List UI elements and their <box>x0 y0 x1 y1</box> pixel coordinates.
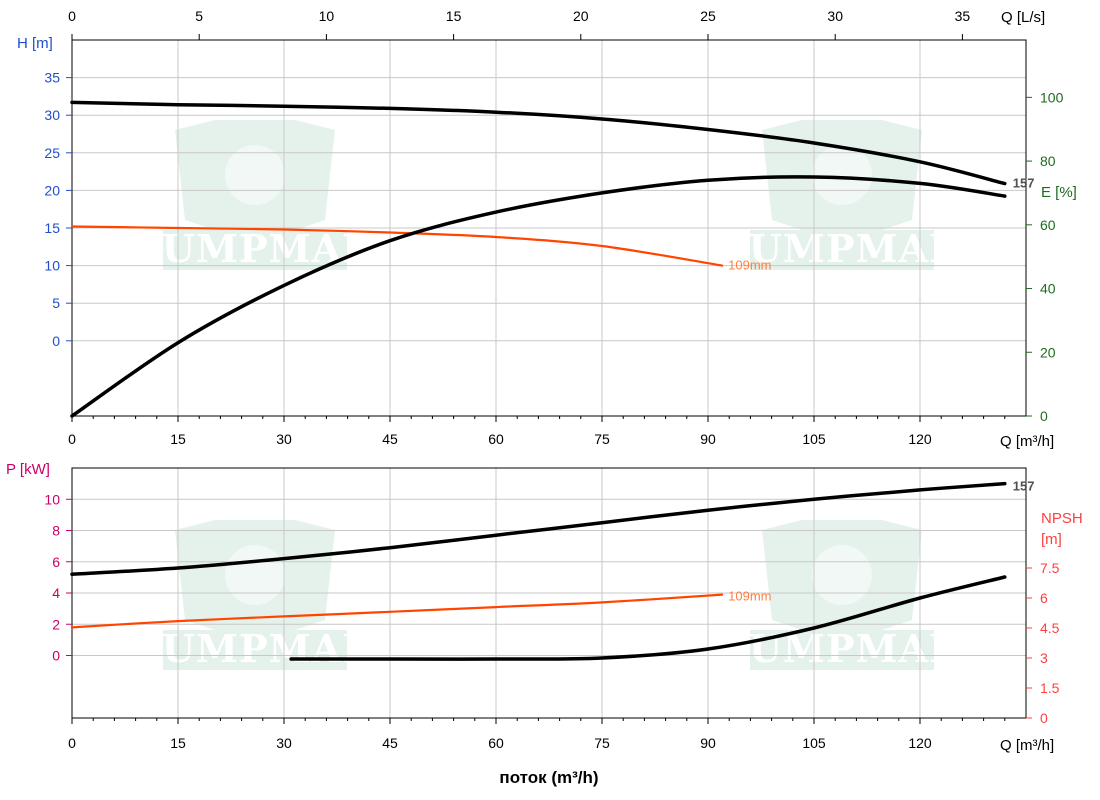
npsh-y-ticks: 0 1.5 3 4.5 6 7.5 <box>1026 560 1060 726</box>
x-tick-label: 15 <box>170 735 186 751</box>
watermark-banner <box>163 630 347 670</box>
y2-tick-label: 4.5 <box>1040 620 1060 636</box>
x-tick-label: 30 <box>276 431 292 447</box>
x-tick-label: 30 <box>276 735 292 751</box>
head-curve-109mm <box>70 225 724 267</box>
y2-tick-label: 100 <box>1040 89 1064 105</box>
x-tick-label: 105 <box>802 735 826 751</box>
x-top-tick-label: 20 <box>573 8 589 24</box>
y-tick-label: 8 <box>52 523 60 539</box>
y-tick-label: 4 <box>52 585 60 601</box>
watermark-face <box>812 545 872 605</box>
y2-tick-label: 1.5 <box>1040 680 1060 696</box>
npsh-axis-label: NPSH <box>1041 510 1083 527</box>
x-top-tick-label: 0 <box>68 8 76 24</box>
head-y-ticks: 0 5 10 15 20 25 30 35 <box>44 70 72 349</box>
watermark-text: PUMPMAN <box>132 226 378 271</box>
y-tick-label: 5 <box>52 295 60 311</box>
head-curve-157 <box>70 100 1007 186</box>
y-tick-label: 25 <box>44 145 60 161</box>
head-axis-label: H [m] <box>17 35 53 52</box>
pumpman-watermark: PUMPMAN <box>719 520 965 671</box>
head-efficiency-panel: 0 15 30 45 60 75 90 105 120 0 5 10 15 20 25 30 35 0 5 10 1… <box>17 8 1077 450</box>
x-tick-label: 60 <box>488 431 504 447</box>
npsh-axis-unit: [m] <box>1041 531 1062 548</box>
curve-label-157: 157 <box>1013 479 1035 494</box>
y2-tick-label: 20 <box>1040 344 1056 360</box>
x-top-tick-label: 5 <box>195 8 203 24</box>
watermark-face <box>225 545 285 605</box>
top-flow-ls-ticks: 0 5 10 15 20 25 30 35 <box>68 8 970 40</box>
bottom-x-ticks: 0 15 30 45 60 75 90 105 120 <box>68 718 1006 751</box>
watermark-text: PUMPMAN <box>132 626 378 671</box>
x-top-tick-label: 15 <box>446 8 462 24</box>
power-y-ticks: 0 2 4 6 8 10 <box>44 491 72 664</box>
power-curve-157 <box>70 481 1007 577</box>
pumpman-watermark: PUMPMAN <box>719 120 965 271</box>
watermark-text: PUMPMAN <box>719 626 965 671</box>
y-tick-label: 0 <box>52 648 60 664</box>
x-top-tick-label: 35 <box>955 8 971 24</box>
y2-tick-label: 60 <box>1040 217 1056 233</box>
watermark-banner <box>163 230 347 270</box>
efficiency-curve <box>70 175 1007 418</box>
x-top-tick-label: 10 <box>319 8 335 24</box>
bottom-curves: 157 109mm <box>70 479 1035 661</box>
top-x-ticks: 0 15 30 45 60 75 90 105 120 <box>68 416 1006 447</box>
watermark-text: PUMPMAN <box>719 226 965 271</box>
y-tick-label: 30 <box>44 107 60 123</box>
x-tick-label: 75 <box>594 735 610 751</box>
x-tick-label: 60 <box>488 735 504 751</box>
pumpman-watermark: PUMPMAN <box>132 520 378 671</box>
curve-label-157: 157 <box>1013 176 1035 191</box>
x-top-tick-label: 25 <box>700 8 716 24</box>
y-tick-label: 35 <box>44 70 60 86</box>
x-axis-title: поток (m³/h) <box>499 768 598 787</box>
y2-tick-label: 7.5 <box>1040 560 1060 576</box>
y2-tick-label: 3 <box>1040 650 1048 666</box>
x-tick-label: 0 <box>68 431 76 447</box>
watermark-face <box>812 145 872 205</box>
x-tick-label: 120 <box>908 735 932 751</box>
y-tick-label: 2 <box>52 616 60 632</box>
flow-ls-axis-label: Q [L/s] <box>1001 9 1045 26</box>
curve-label-109mm: 109mm <box>728 589 771 604</box>
power-npsh-panel: 0 15 30 45 60 75 90 105 120 0 2 4 6 8 10 0 1.5 3 4.5 6 7.5… <box>6 461 1083 754</box>
x-tick-label: 75 <box>594 431 610 447</box>
pumpman-watermark: PUMPMAN <box>132 120 378 271</box>
x-tick-label: 15 <box>170 431 186 447</box>
y-tick-label: 15 <box>44 220 60 236</box>
x-tick-label: 105 <box>802 431 826 447</box>
x-tick-label: 90 <box>700 431 716 447</box>
x-tick-label: 120 <box>908 431 932 447</box>
y-tick-label: 6 <box>52 554 60 570</box>
x-tick-label: 45 <box>382 735 398 751</box>
efficiency-axis-label: E [%] <box>1041 184 1077 201</box>
npsh-curve <box>289 575 1007 661</box>
watermark-banner <box>750 230 934 270</box>
top-curves: 157 109mm <box>70 100 1035 418</box>
x-tick-label: 90 <box>700 735 716 751</box>
curve-label-109mm: 109mm <box>728 258 771 273</box>
x-tick-label: 45 <box>382 431 398 447</box>
x-tick-label: 0 <box>68 735 76 751</box>
x-top-tick-label: 30 <box>827 8 843 24</box>
power-curve-109mm <box>70 593 724 629</box>
y-tick-label: 0 <box>52 333 60 349</box>
y2-tick-label: 0 <box>1040 710 1048 726</box>
power-axis-label: P [kW] <box>6 461 50 478</box>
bottom-flow-m3h-axis-label: Q [m³/h] <box>1000 737 1054 754</box>
y-tick-label: 10 <box>44 491 60 507</box>
watermark-face <box>225 145 285 205</box>
y2-tick-label: 0 <box>1040 408 1048 424</box>
y2-tick-label: 80 <box>1040 153 1056 169</box>
efficiency-y-ticks: 0 20 40 60 80 100 <box>1026 89 1064 424</box>
y2-tick-label: 40 <box>1040 281 1056 297</box>
y-tick-label: 10 <box>44 258 60 274</box>
top-flow-m3h-axis-label: Q [m³/h] <box>1000 433 1054 450</box>
y2-tick-label: 6 <box>1040 590 1048 606</box>
y-tick-label: 20 <box>44 182 60 198</box>
bottom-grid <box>71 468 1026 718</box>
